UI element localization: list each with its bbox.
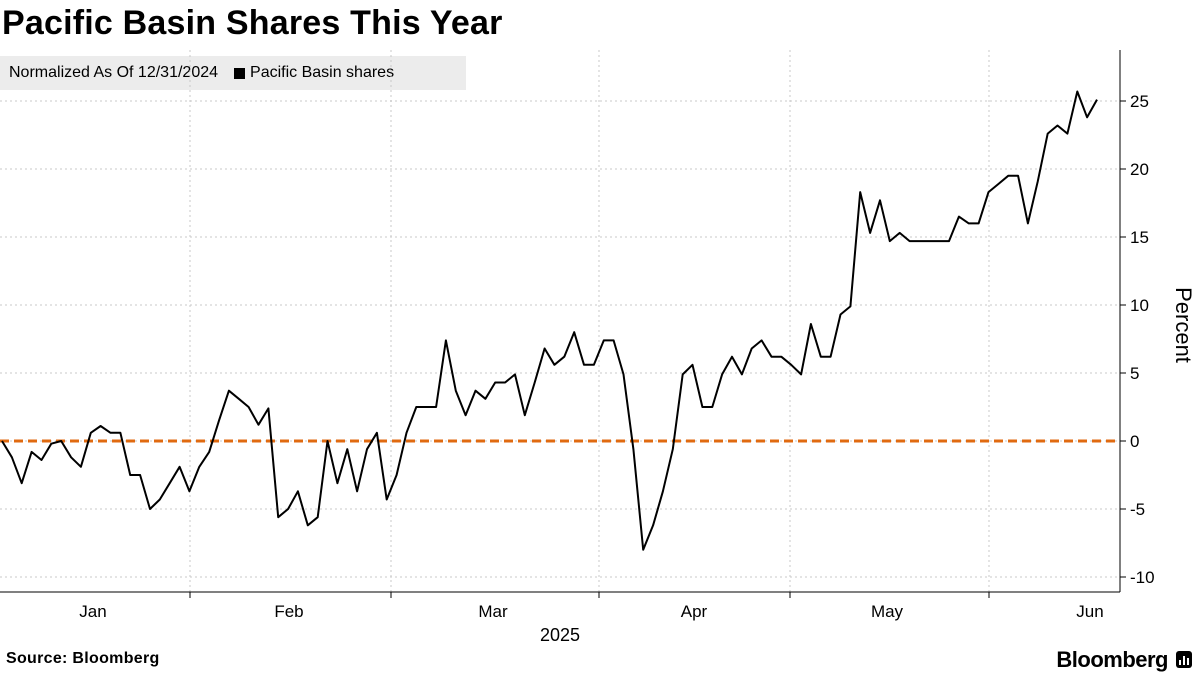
x-tick-label: Jan bbox=[79, 602, 106, 621]
x-tick-label: Jun bbox=[1076, 602, 1103, 621]
bloomberg-chart-icon bbox=[1176, 651, 1192, 668]
y-tick-label: -10 bbox=[1130, 568, 1155, 587]
x-tick-label: May bbox=[871, 602, 904, 621]
axes bbox=[0, 50, 1126, 598]
legend-normalization-note: Normalized As Of 12/31/2024 bbox=[9, 64, 219, 81]
chart-title: Pacific Basin Shares This Year bbox=[2, 4, 503, 42]
y-tick-label: 15 bbox=[1130, 228, 1149, 247]
y-tick-label: 0 bbox=[1130, 432, 1139, 451]
x-axis-year-label: 2025 bbox=[540, 625, 580, 645]
tick-labels: 25 20 15 10 5 0 -5 -10 Jan Feb Mar Apr May Jun bbox=[79, 92, 1154, 621]
y-tick-label: -5 bbox=[1130, 500, 1145, 519]
x-tick-label: Feb bbox=[274, 602, 303, 621]
y-tick-label: 25 bbox=[1130, 92, 1149, 111]
legend: Normalized As Of 12/31/2024 Pacific Basi… bbox=[0, 56, 466, 90]
y-axis-label: Percent bbox=[1171, 287, 1196, 363]
y-tick-label: 10 bbox=[1130, 296, 1149, 315]
legend-label-pacific-basin: Pacific Basin shares bbox=[250, 64, 395, 81]
legend-swatch-pacific-basin bbox=[234, 67, 246, 79]
source-note: Source: Bloomberg bbox=[6, 650, 160, 667]
x-tick-label: Apr bbox=[681, 602, 708, 621]
y-tick-label: 20 bbox=[1130, 160, 1149, 179]
grid-lines bbox=[0, 50, 1120, 592]
x-tick-label: Mar bbox=[478, 602, 508, 621]
y-tick-label: 5 bbox=[1130, 364, 1139, 383]
series-line-pacific-basin bbox=[1, 90, 1098, 551]
bloomberg-logo: Bloomberg bbox=[1056, 647, 1168, 672]
